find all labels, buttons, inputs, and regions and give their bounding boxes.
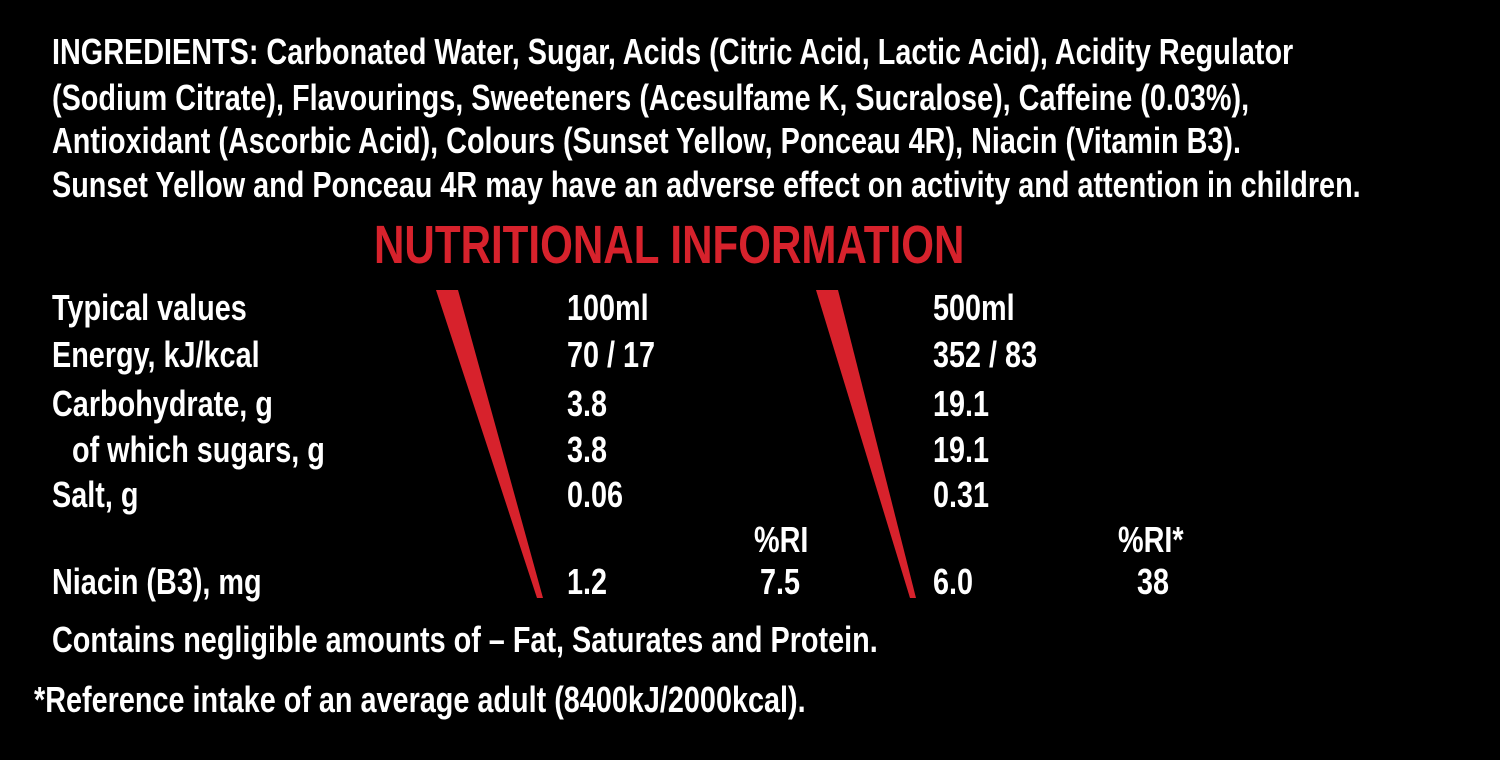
row-label: Carbohydrate, g xyxy=(52,383,273,424)
row-label: Salt, g xyxy=(52,474,139,515)
red-slash xyxy=(436,290,543,598)
ri-header: %RI xyxy=(754,519,809,560)
ingredients-line: Antioxidant (Ascorbic Acid), Colours (Su… xyxy=(52,120,1241,161)
ingredients-line: Sunset Yellow and Ponceau 4R may have an… xyxy=(52,164,1361,205)
row-label: Energy, kJ/kcal xyxy=(52,334,260,375)
ingredients-line: (Sodium Citrate), Flavourings, Sweetener… xyxy=(52,77,1250,118)
section-title: NUTRITIONAL INFORMATION xyxy=(374,215,965,275)
header-cell: Typical values xyxy=(52,287,247,328)
footnote: *Reference intake of an average adult (8… xyxy=(34,679,806,720)
cell: 0.06 xyxy=(567,474,624,515)
cell: 1.2 xyxy=(567,561,608,602)
cell: 0.31 xyxy=(933,474,990,515)
cell: 3.8 xyxy=(567,383,608,424)
ri-header: %RI* xyxy=(1118,519,1184,560)
red-slash xyxy=(816,290,916,598)
cell: 7.5 xyxy=(760,561,801,602)
note: Contains negligible amounts of – Fat, Sa… xyxy=(52,619,878,660)
cell: 70 / 17 xyxy=(567,334,656,375)
header-cell: 500ml xyxy=(933,287,1015,328)
header-cell: 100ml xyxy=(567,287,649,328)
cell: 3.8 xyxy=(567,429,608,470)
cell: 19.1 xyxy=(933,429,990,470)
cell: 6.0 xyxy=(933,561,974,602)
row-label: of which sugars, g xyxy=(72,429,325,470)
row-label: Niacin (B3), mg xyxy=(52,561,262,602)
cell: 38 xyxy=(1137,561,1170,602)
cell: 352 / 83 xyxy=(933,334,1038,375)
ingredients-line: INGREDIENTS: Carbonated Water, Sugar, Ac… xyxy=(52,31,1294,72)
cell: 19.1 xyxy=(933,383,990,424)
